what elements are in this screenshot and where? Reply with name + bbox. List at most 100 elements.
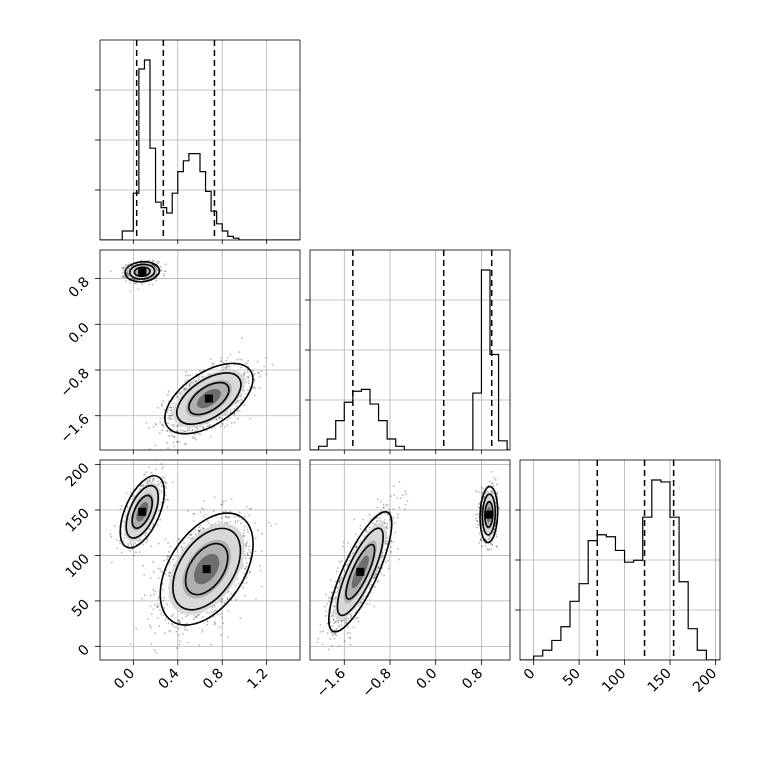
scatter-point [475, 490, 477, 493]
scatter-point [225, 521, 228, 524]
scatter-point [480, 545, 483, 548]
scatter-point [159, 609, 161, 611]
scatter-point [154, 468, 157, 471]
scatter-point [134, 282, 136, 285]
scatter-point [152, 608, 155, 611]
scatter-point [210, 427, 213, 430]
scatter-point [198, 531, 200, 534]
scatter-point [149, 477, 152, 480]
scatter-point [491, 543, 493, 546]
scatter-point [475, 517, 478, 520]
scatter-point [158, 483, 161, 485]
scatter-point [235, 599, 237, 601]
scatter-point [157, 597, 160, 600]
scatter-point [164, 270, 167, 272]
scatter-point [245, 557, 247, 559]
scatter-point [160, 570, 163, 573]
scatter-point [150, 613, 153, 616]
scatter-point [226, 424, 229, 427]
scatter-point [162, 589, 165, 591]
scatter-point [201, 425, 204, 428]
scatter-point [166, 430, 169, 433]
scatter-point [154, 444, 157, 447]
scatter-point [195, 615, 198, 618]
histogram-panel-1 [305, 249, 511, 451]
scatter-point [249, 571, 252, 574]
scatter-point [160, 462, 163, 465]
scatter-point [122, 267, 124, 270]
scatter-point [479, 538, 482, 541]
scatter-point [254, 387, 257, 390]
scatter-point [191, 381, 194, 384]
scatter-point [254, 550, 257, 553]
scatter-point [172, 402, 174, 405]
scatter-point [178, 619, 180, 622]
scatter-point [175, 630, 178, 633]
scatter-point [495, 533, 498, 536]
scatter-point [116, 547, 119, 550]
scatter-point [127, 275, 130, 278]
scatter-point [248, 507, 251, 510]
scatter-point [186, 378, 189, 381]
scatter-point [167, 394, 169, 396]
scatter-point [139, 538, 142, 541]
scatter-point [185, 370, 188, 373]
scatter-point [177, 424, 179, 427]
scatter-point [173, 445, 175, 448]
scatter-point [193, 433, 196, 436]
scatter-point [246, 552, 249, 555]
scatter-point [243, 572, 246, 575]
scatter-point [225, 367, 228, 370]
scatter-point [187, 429, 190, 432]
scatter-point [195, 615, 198, 618]
scatter-point [163, 274, 165, 277]
scatter-point [255, 598, 257, 600]
scatter-point [175, 626, 177, 629]
scatter-point [170, 412, 173, 415]
scatter-point [220, 633, 222, 636]
scatter-point [149, 577, 152, 579]
scatter-point [490, 548, 493, 551]
scatter-point [245, 581, 248, 584]
scatter-point [167, 499, 170, 501]
scatter-point [219, 416, 222, 419]
scatter-point [248, 514, 250, 517]
scatter-point [261, 532, 263, 535]
scatter-point [236, 410, 239, 412]
scatter-point [484, 544, 487, 547]
scatter-point [259, 569, 262, 572]
scatter-point [248, 570, 251, 573]
scatter-point [193, 513, 196, 515]
scatter-point [228, 365, 231, 368]
scatter-point [226, 419, 229, 422]
scatter-point [186, 629, 189, 632]
scatter-point [129, 550, 131, 552]
scatter-point [147, 618, 150, 621]
scatter-point [176, 441, 178, 443]
scatter-point [247, 531, 249, 534]
scatter-point [226, 597, 229, 600]
scatter-point [159, 568, 162, 570]
scatter-point [116, 539, 118, 541]
scatter-point [199, 524, 202, 527]
scatter-point [167, 409, 169, 411]
scatter-point [169, 414, 172, 417]
scatter-point [248, 557, 251, 560]
scatter-point [185, 374, 187, 377]
scatter-point [244, 544, 247, 547]
scatter-point [178, 627, 180, 630]
scatter-point [224, 510, 227, 512]
scatter-point [127, 269, 129, 272]
scatter-content-2 [310, 460, 510, 660]
scatter-point [490, 470, 493, 473]
scatter-point [162, 614, 165, 617]
scatter-point [252, 386, 254, 389]
scatter-point [234, 520, 237, 522]
scatter-point [181, 549, 184, 551]
scatter-point [242, 534, 245, 537]
scatter-point [172, 558, 174, 561]
scatter-point [243, 372, 246, 375]
scatter-point [177, 619, 180, 622]
scatter-point [237, 582, 240, 585]
